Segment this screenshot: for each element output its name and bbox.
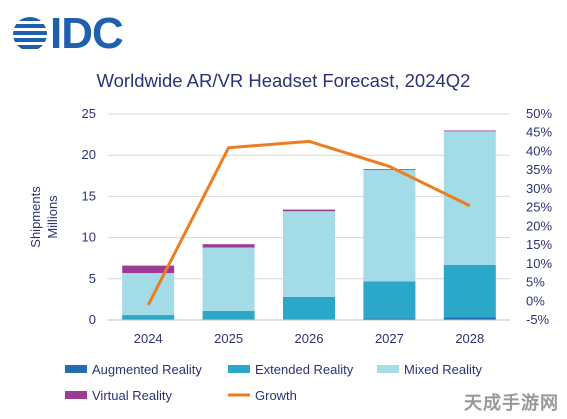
y-tick-label: 10 <box>82 230 96 245</box>
y-axis-label: Shipments <box>28 186 43 248</box>
bar-mixed-reality <box>122 273 175 316</box>
legend-label: Virtual Reality <box>92 388 172 403</box>
y2-tick-label: 25% <box>526 200 552 215</box>
legend-label: Augmented Reality <box>92 362 202 377</box>
x-tick-label: 2028 <box>455 331 484 346</box>
growth-line <box>146 139 471 306</box>
y-tick-label: 20 <box>82 147 96 162</box>
bar-mixed-reality <box>283 211 335 297</box>
globe-icon <box>13 17 47 49</box>
y-tick-label: 15 <box>82 188 96 203</box>
y2-tick-label: 5% <box>526 275 545 290</box>
x-tick-label: 2026 <box>295 331 324 346</box>
bar-virtual-reality <box>363 169 416 171</box>
bar-virtual-reality <box>283 209 335 212</box>
bar-virtual-reality <box>443 130 496 132</box>
logo-text: IDC <box>50 9 124 58</box>
bar-extended-reality <box>363 281 416 319</box>
legend-label: Growth <box>255 388 297 403</box>
y2-tick-label: 50% <box>526 106 552 121</box>
y2-tick-label: 35% <box>526 162 552 177</box>
y2-tick-label: 20% <box>526 218 552 233</box>
y-tick-label: 5 <box>89 271 96 286</box>
y2-tick-label: 40% <box>526 143 552 158</box>
bar-mixed-reality <box>202 247 255 311</box>
legend-swatch <box>65 365 87 373</box>
x-tick-label: 2024 <box>134 331 163 346</box>
legend-swatch <box>377 365 399 373</box>
bar-augmented-reality <box>363 318 416 320</box>
bar-virtual-reality <box>202 244 255 248</box>
legend-label: Mixed Reality <box>404 362 483 377</box>
bar-extended-reality <box>122 315 175 320</box>
legend-swatch <box>228 365 250 373</box>
y2-tick-label: 15% <box>526 237 552 252</box>
bar-mixed-reality <box>363 170 416 282</box>
bar-extended-reality <box>202 310 255 320</box>
idc-logo: IDC <box>12 9 124 58</box>
y2-tick-label: 45% <box>526 125 552 140</box>
bar-extended-reality <box>283 296 335 320</box>
bar-virtual-reality <box>122 265 175 274</box>
x-tick-label: 2025 <box>214 331 243 346</box>
y2-tick-label: -5% <box>526 312 550 327</box>
y2-tick-label: 30% <box>526 181 552 196</box>
x-tick-label: 2027 <box>375 331 404 346</box>
legend-label: Extended Reality <box>255 362 354 377</box>
y2-tick-label: 0% <box>526 293 545 308</box>
y-tick-label: 25 <box>82 106 96 121</box>
legend-swatch <box>65 391 87 399</box>
y-axis-label: Millions <box>45 195 60 239</box>
bar-extended-reality <box>443 264 496 318</box>
y-tick-label: 0 <box>89 312 96 327</box>
y2-tick-label: 10% <box>526 256 552 271</box>
chart-title: Worldwide AR/VR Headset Forecast, 2024Q2 <box>96 70 471 91</box>
watermark: 天成手游网 <box>464 393 559 413</box>
bar-augmented-reality <box>443 317 496 320</box>
